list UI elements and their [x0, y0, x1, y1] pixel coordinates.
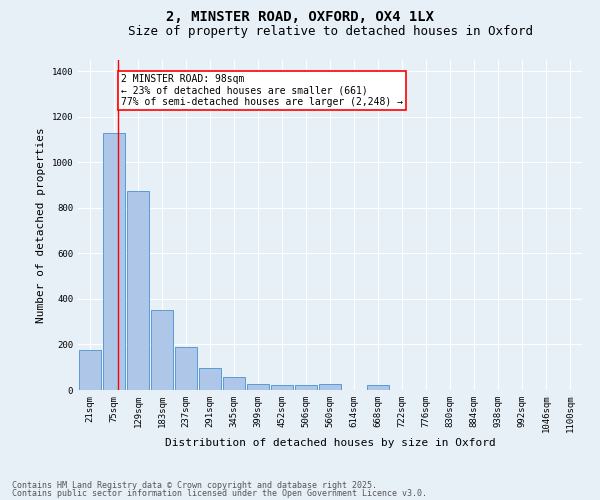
Bar: [319, 384, 341, 390]
Bar: [271, 386, 293, 390]
Bar: [151, 310, 173, 390]
Bar: [127, 191, 149, 390]
Bar: [295, 386, 317, 390]
Y-axis label: Number of detached properties: Number of detached properties: [36, 127, 46, 323]
Text: 2 MINSTER ROAD: 98sqm
← 23% of detached houses are smaller (661)
77% of semi-det: 2 MINSTER ROAD: 98sqm ← 23% of detached …: [121, 74, 403, 107]
Bar: [199, 368, 221, 390]
Text: Contains HM Land Registry data © Crown copyright and database right 2025.: Contains HM Land Registry data © Crown c…: [12, 481, 377, 490]
Bar: [367, 386, 389, 390]
Bar: [103, 133, 125, 390]
Text: 2, MINSTER ROAD, OXFORD, OX4 1LX: 2, MINSTER ROAD, OXFORD, OX4 1LX: [166, 10, 434, 24]
X-axis label: Distribution of detached houses by size in Oxford: Distribution of detached houses by size …: [164, 438, 496, 448]
Bar: [175, 347, 197, 390]
Bar: [223, 378, 245, 390]
Bar: [247, 384, 269, 390]
Text: Contains public sector information licensed under the Open Government Licence v3: Contains public sector information licen…: [12, 488, 427, 498]
Bar: [79, 350, 101, 390]
Title: Size of property relative to detached houses in Oxford: Size of property relative to detached ho…: [128, 25, 533, 38]
